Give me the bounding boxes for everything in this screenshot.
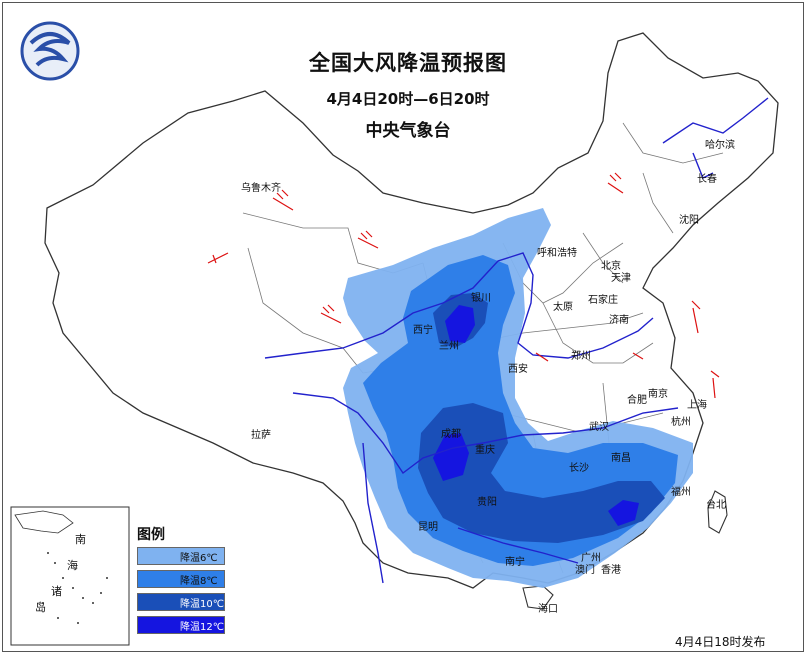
city-label: 南昌 xyxy=(611,453,631,464)
legend-item-6c: 降温6℃ xyxy=(137,547,225,565)
legend-swatch xyxy=(138,617,224,633)
inset-islands xyxy=(42,552,108,624)
city-label: 南宁 xyxy=(505,557,525,568)
zone-12c-fujian xyxy=(608,500,639,526)
city-label: 上海 xyxy=(687,400,707,411)
issue-time: 4月4日18时发布 xyxy=(675,635,766,649)
city-label: 武汉 xyxy=(589,422,609,433)
legend-item-12c: 降温12℃ xyxy=(137,616,225,634)
city-label: 哈尔滨 xyxy=(705,140,735,151)
inset-label: 诸 xyxy=(51,585,62,598)
inset-label: 岛 xyxy=(35,601,46,614)
legend-label: 降温8℃ xyxy=(180,575,218,587)
yellow-river xyxy=(264,252,654,359)
south-china-sea-inset xyxy=(10,506,130,646)
city-label: 重庆 xyxy=(475,445,495,456)
cooling-zones xyxy=(343,208,693,588)
city-label: 贵阳 xyxy=(477,497,497,508)
river-pearl xyxy=(457,527,579,564)
wind-barb-icon xyxy=(607,172,624,194)
forecast-map xyxy=(10,21,779,646)
wind-barb-icon xyxy=(357,230,379,249)
city-label: 银川 xyxy=(471,293,491,304)
wind-barb-icon xyxy=(320,304,342,324)
issuing-agency: 中央气象台 xyxy=(365,121,451,141)
zone-10c-south xyxy=(418,403,665,543)
forecast-period: 4月4日20时—6日20时 xyxy=(326,90,490,108)
wind-barb-icon xyxy=(691,300,701,334)
wind-barb-icon xyxy=(207,252,229,264)
legend-swatch xyxy=(138,594,224,610)
wind-barb-icon xyxy=(632,352,644,360)
city-label: 乌鲁木齐 xyxy=(241,183,281,194)
inset-label: 南 xyxy=(75,533,86,546)
river-southwest xyxy=(362,442,384,584)
taiwan-island xyxy=(707,490,728,534)
city-label: 济南 xyxy=(609,315,629,326)
city-label: 太原 xyxy=(553,302,573,313)
city-label: 合肥 xyxy=(627,395,647,406)
city-label: 台北 xyxy=(706,500,726,511)
yangtze-river xyxy=(292,392,679,475)
city-label: 昆明 xyxy=(418,522,438,533)
inset-label: 海 xyxy=(67,559,78,572)
city-label: 石家庄 xyxy=(588,295,618,306)
city-label: 西宁 xyxy=(413,325,433,336)
legend-label: 降温10℃ xyxy=(180,598,224,610)
legend-label: 降温12℃ xyxy=(180,621,224,633)
cma-logo-icon xyxy=(20,21,80,81)
wind-barb-icon xyxy=(535,352,549,362)
city-label: 兰州 xyxy=(439,341,459,352)
rivers xyxy=(264,97,769,584)
river-songhua xyxy=(692,152,714,179)
city-label: 广州 xyxy=(581,553,601,564)
river-northeast xyxy=(662,97,769,144)
city-label: 香港 xyxy=(601,565,621,576)
city-label: 杭州 xyxy=(671,417,691,428)
legend-swatch xyxy=(138,571,224,587)
city-label: 长春 xyxy=(697,174,717,185)
city-label: 长沙 xyxy=(569,463,589,474)
city-label: 西安 xyxy=(508,364,528,375)
zone-12c-lanzhou xyxy=(445,305,475,343)
city-label: 澳门 xyxy=(575,565,595,576)
city-label: 北京 xyxy=(601,261,621,272)
legend-swatch xyxy=(138,548,224,564)
map-title: 全国大风降温预报图 xyxy=(309,51,507,75)
wind-barb-icon xyxy=(710,370,720,399)
wind-barbs xyxy=(207,172,720,399)
city-label: 拉萨 xyxy=(251,430,271,441)
city-label: 南京 xyxy=(648,389,668,400)
legend-item-8c: 降温8℃ xyxy=(137,570,225,588)
city-label: 海口 xyxy=(538,604,558,615)
zone-12c-chengdu xyxy=(433,433,469,481)
city-label: 天津 xyxy=(611,273,631,284)
legend-item-10c: 降温10℃ xyxy=(137,593,225,611)
city-label: 呼和浩特 xyxy=(537,248,577,259)
wind-barb-icon xyxy=(272,189,294,211)
city-label: 福州 xyxy=(671,487,691,498)
legend-label: 降温6℃ xyxy=(180,552,218,564)
city-label: 郑州 xyxy=(571,351,591,362)
city-label: 沈阳 xyxy=(679,215,699,226)
city-label: 成都 xyxy=(441,429,461,440)
legend-title: 图例 xyxy=(137,527,165,543)
